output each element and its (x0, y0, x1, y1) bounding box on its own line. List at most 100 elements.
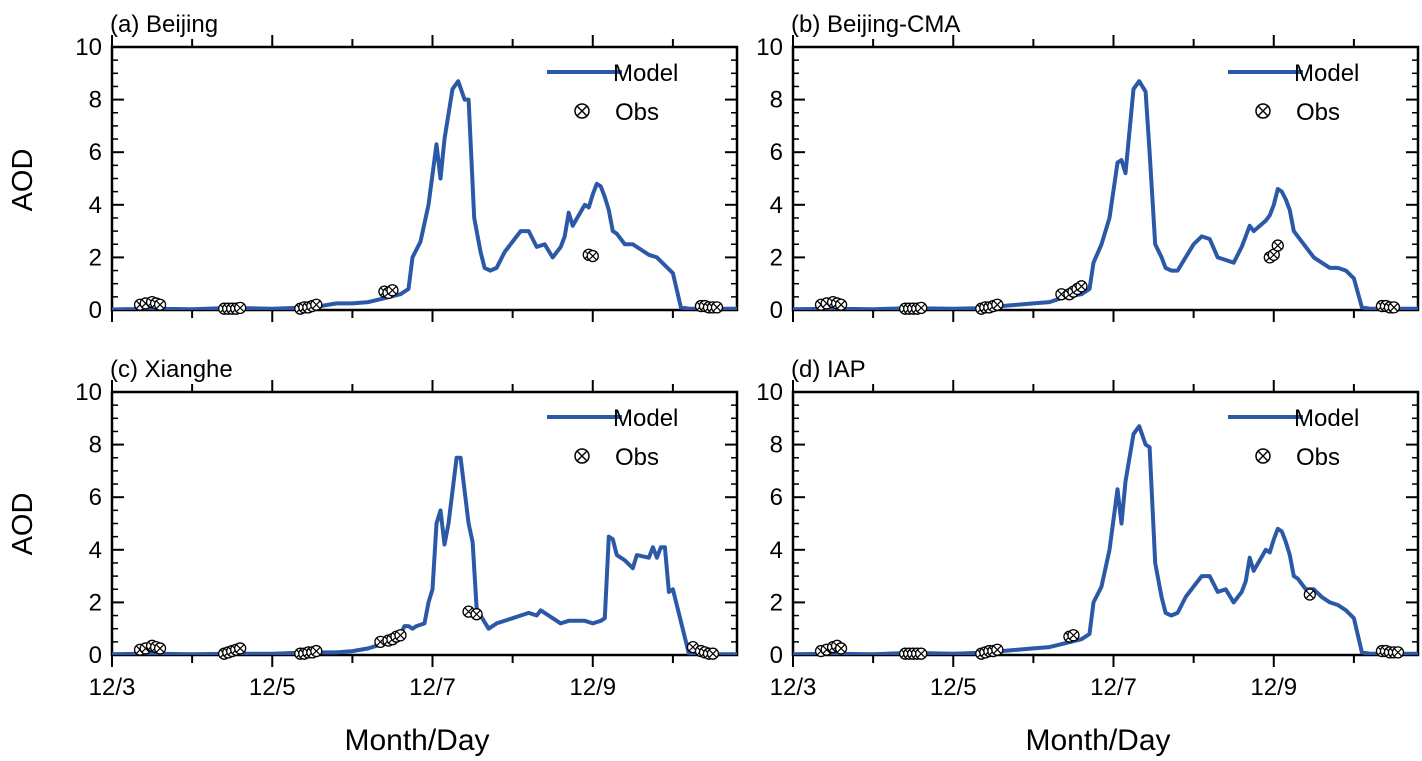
obs-marker-cross (312, 300, 321, 310)
legend-model-label: Model (613, 405, 678, 432)
y-tick-label: 4 (770, 192, 783, 219)
y-tick-label: 10 (75, 379, 102, 406)
obs-point (915, 301, 928, 315)
panel-title: (a) Beijing (110, 11, 218, 38)
obs-marker-cross (916, 303, 926, 313)
y-tick-label: 4 (770, 537, 783, 564)
y-tick-label: 8 (89, 432, 102, 459)
y-tick-label: 8 (770, 87, 783, 114)
obs-point (1391, 646, 1405, 659)
obs-point (234, 301, 247, 315)
legend: Model Obs (1228, 405, 1359, 471)
obs-point (153, 642, 167, 655)
obs-marker-cross (464, 607, 473, 616)
obs-point (706, 647, 720, 660)
obs-point (470, 608, 483, 621)
obs-point (834, 642, 848, 655)
ylabel-bottom: AOD (7, 493, 39, 556)
obs-marker-cross (472, 609, 481, 619)
y-tick-label: 10 (756, 34, 783, 61)
x-tick-label: 12/9 (1250, 674, 1297, 701)
ylabel-top: AOD (7, 149, 39, 212)
obs-point (586, 249, 599, 263)
legend: Model Obs (1228, 60, 1359, 126)
obs-point (991, 298, 1004, 311)
obs-point (710, 301, 724, 314)
obs-marker-cross (1077, 282, 1086, 291)
obs-marker-cross (712, 303, 722, 312)
xlabel-right: Month/Day (1025, 724, 1170, 757)
x-tick-label: 12/5 (249, 674, 296, 701)
obs-point (834, 298, 848, 311)
legend: Model Obs (547, 405, 678, 471)
obs-marker-cross (388, 285, 397, 295)
y-tick-label: 2 (89, 244, 102, 271)
series-line-model (112, 79, 737, 310)
y-tick-label: 0 (89, 642, 102, 669)
obs-point (234, 642, 247, 655)
x-tick-label: 12/9 (569, 674, 616, 701)
obs-marker-cross (993, 645, 1002, 655)
xlabel-left: Month/Day (344, 724, 489, 757)
obs-point (1075, 280, 1088, 293)
y-tick-label: 0 (89, 297, 102, 324)
x-tick-label: 12/3 (770, 674, 817, 701)
obs-marker-cross (1305, 590, 1315, 599)
y-tick-label: 2 (770, 244, 783, 271)
y-tick-label: 2 (89, 589, 102, 616)
y-tick-label: 6 (770, 139, 783, 166)
y-tick-label: 10 (75, 34, 102, 61)
legend-obs-cross (1257, 105, 1269, 117)
panel-3: (c) Xianghe 0 2 4 6 8 10 12/3 12/5 12/7 12/9 Model O… (75, 356, 739, 701)
panel-title: (d) IAP (791, 356, 866, 383)
panel-2: (b) Beijing-CMA 0 2 4 6 8 10 Model Obs (756, 11, 1420, 324)
legend-model-label: Model (613, 60, 678, 87)
x-tick-label: 12/7 (409, 674, 456, 701)
obs-marker-cross (916, 649, 926, 659)
obs-marker-cross (1069, 630, 1078, 640)
obs-point (1271, 239, 1284, 252)
obs-marker-cross (235, 644, 245, 653)
obs-point (310, 644, 323, 658)
obs-point (915, 647, 928, 660)
y-tick-label: 2 (770, 589, 783, 616)
series-line-model (793, 424, 1418, 655)
obs-point (310, 298, 323, 311)
x-tick-label: 12/7 (1090, 674, 1137, 701)
panel-title: (c) Xianghe (110, 356, 233, 383)
obs-point (1067, 629, 1080, 642)
y-tick-label: 0 (770, 297, 783, 324)
obs-marker-cross (155, 644, 165, 653)
obs-point (1303, 588, 1316, 601)
y-tick-label: 6 (770, 484, 783, 511)
y-tick-label: 8 (770, 432, 783, 459)
y-tick-label: 6 (89, 484, 102, 511)
obs-marker-cross (836, 644, 846, 653)
obs-point (1387, 301, 1401, 314)
legend-obs-label: Obs (615, 99, 659, 126)
x-tick-label: 12/5 (930, 674, 977, 701)
y-tick-label: 4 (89, 192, 102, 219)
legend-obs-label: Obs (615, 444, 659, 471)
obs-marker-cross (836, 300, 846, 310)
panel-4: (d) IAP 0 2 4 6 8 10 12/3 12/5 12/7 12/9 Model Obs (756, 356, 1420, 701)
legend-obs-label: Obs (1296, 99, 1340, 126)
legend-obs-cross (1257, 450, 1269, 462)
legend: Model Obs (547, 60, 678, 126)
y-tick-label: 8 (89, 87, 102, 114)
legend-model-label: Model (1294, 405, 1359, 432)
legend-obs-cross (576, 105, 588, 117)
obs-marker-cross (396, 630, 405, 640)
obs-marker-cross (1393, 648, 1403, 657)
series-line-model (112, 455, 737, 655)
obs-marker-cross (155, 300, 165, 310)
obs-marker-cross (708, 649, 718, 659)
obs-marker-cross (993, 300, 1002, 310)
obs-point (394, 629, 407, 642)
x-tick-label: 12/3 (89, 674, 136, 701)
obs-marker-cross (1273, 241, 1283, 250)
obs-marker-cross (312, 646, 321, 656)
legend-obs-cross (576, 450, 588, 462)
